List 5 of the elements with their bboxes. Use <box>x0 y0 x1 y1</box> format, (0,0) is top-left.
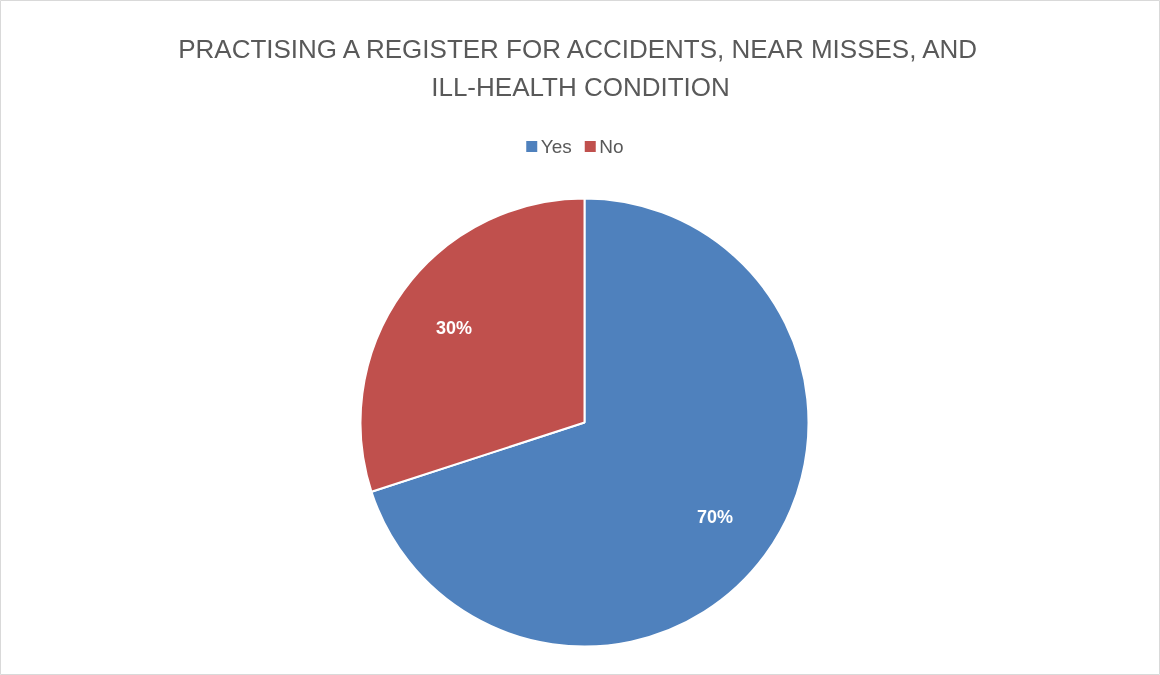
legend-label: Yes <box>540 136 572 157</box>
legend-label: No <box>599 136 624 157</box>
data-label: 30% <box>436 317 473 338</box>
data-label: 70% <box>696 507 733 528</box>
chart-title: PRACTISING A REGISTER FOR ACCIDENTS, NEAR MISSES, AND ILL-HEALTH CONDITION <box>178 33 978 102</box>
